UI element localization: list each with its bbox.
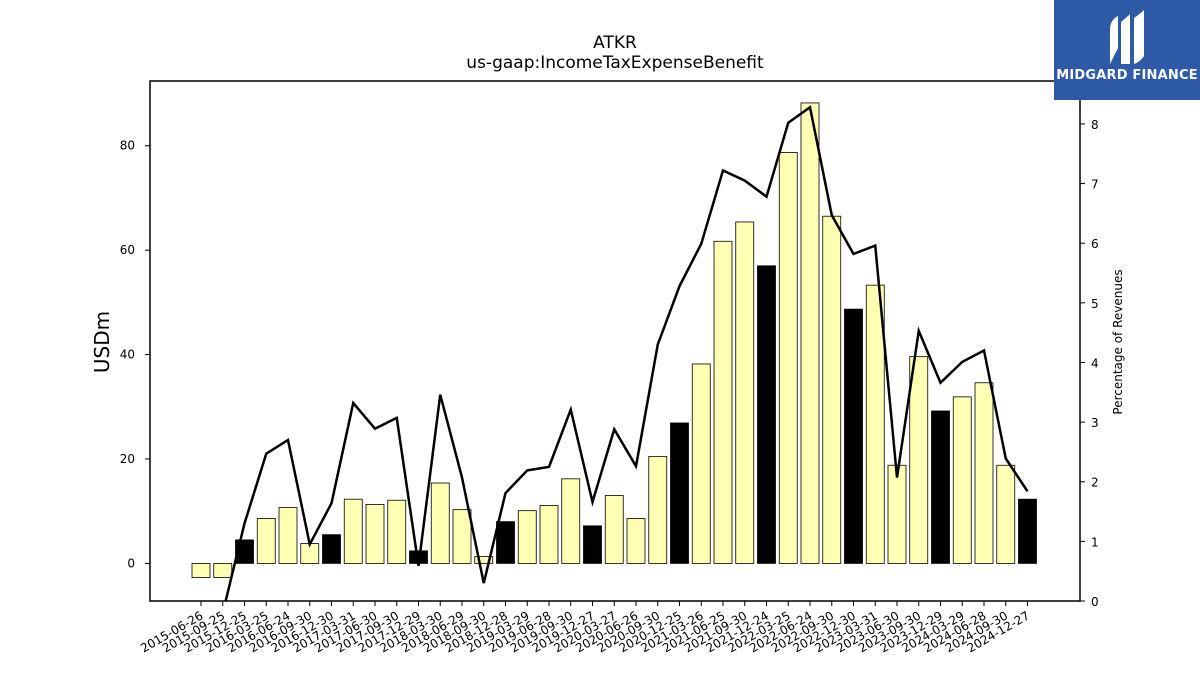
bar-2019-06-28: [539, 505, 559, 564]
y2-tick-label: 5: [1091, 297, 1099, 311]
y2-tick-label: 3: [1091, 416, 1099, 430]
y-tick-label: 60: [120, 243, 135, 257]
y2-tick-label: 4: [1091, 356, 1099, 370]
bar-2016-03-25: [256, 518, 276, 564]
bar-2019-12-27: [583, 525, 602, 564]
revenue-percentage-line: [224, 105, 1029, 601]
bar-2020-03-27: [604, 495, 624, 564]
bar-2015-06-26: [191, 563, 211, 578]
bar-2020-12-25: [670, 422, 689, 564]
y2-axis-label: Percentage of Revenues: [1111, 269, 1125, 414]
brand-logo: MIDGARD FINANCE: [1054, 0, 1200, 100]
y-tick-label: 0: [127, 556, 135, 570]
bar-2021-06-25: [713, 240, 733, 564]
plot-frame: [149, 80, 1081, 602]
bar-2024-06-28: [974, 382, 994, 564]
bar-2024-03-29: [952, 396, 972, 564]
line-series: [224, 105, 1029, 601]
bar-2019-03-29: [517, 510, 537, 564]
bar-2022-09-30: [822, 215, 842, 564]
bar-2021-03-26: [691, 363, 711, 564]
bar-2021-09-30: [735, 221, 755, 564]
bar-2024-12-27: [1018, 498, 1037, 564]
y-tick-label: 40: [120, 348, 135, 362]
y-tick-label: 20: [120, 452, 135, 466]
bar-2023-09-30: [909, 356, 929, 564]
bar-2018-12-28: [496, 521, 515, 564]
chart-subtitle: us-gaap:IncomeTaxExpenseBenefit: [466, 53, 764, 73]
bar-2017-03-31: [343, 498, 363, 564]
bar-2019-09-30: [561, 478, 581, 564]
bar-2020-09-30: [648, 455, 668, 564]
bar-2017-06-30: [365, 504, 385, 564]
bar-2021-12-24: [757, 265, 776, 564]
bar-series: [191, 102, 1037, 578]
bar-2015-09-25: [213, 563, 233, 578]
y2-tick-label: 2: [1091, 476, 1099, 490]
logo-text: MIDGARD FINANCE: [1056, 68, 1198, 83]
y2-tick-label: 1: [1091, 535, 1099, 549]
y-axis-left: 0 20 40 60 80: [120, 139, 150, 570]
bar-2022-03-25: [778, 152, 798, 564]
bar-2020-06-26: [626, 518, 646, 564]
bar-2024-09-30: [996, 464, 1016, 564]
bar-2023-03-31: [865, 284, 885, 564]
y2-tick-label: 8: [1091, 118, 1099, 132]
logo-mark-icon: [1110, 10, 1144, 64]
bar-2018-06-29: [452, 509, 472, 564]
y2-tick-label: 6: [1091, 237, 1099, 251]
bar-2018-09-30: [474, 556, 494, 564]
bar-2022-06-24: [800, 102, 820, 564]
y-axis-right: 0 1 2 3 4 5 6 7 8: [1080, 118, 1099, 609]
bar-2016-06-24: [278, 507, 298, 564]
y-tick-label: 80: [120, 139, 135, 153]
bar-2023-06-30: [887, 464, 907, 564]
y2-tick-label: 0: [1091, 595, 1099, 609]
chart-title: ATKR: [593, 33, 637, 53]
y-axis-label: USDm: [90, 311, 114, 373]
bar-2018-03-30: [430, 482, 450, 564]
bar-2022-12-30: [844, 308, 863, 564]
bar-2017-09-30: [387, 499, 407, 564]
bar-2023-12-29: [931, 410, 950, 564]
bar-2016-12-30: [322, 534, 341, 564]
y2-tick-label: 7: [1091, 178, 1099, 192]
x-axis: 2015-06-262015-09-252015-12-252016-03-25…: [138, 601, 1032, 655]
